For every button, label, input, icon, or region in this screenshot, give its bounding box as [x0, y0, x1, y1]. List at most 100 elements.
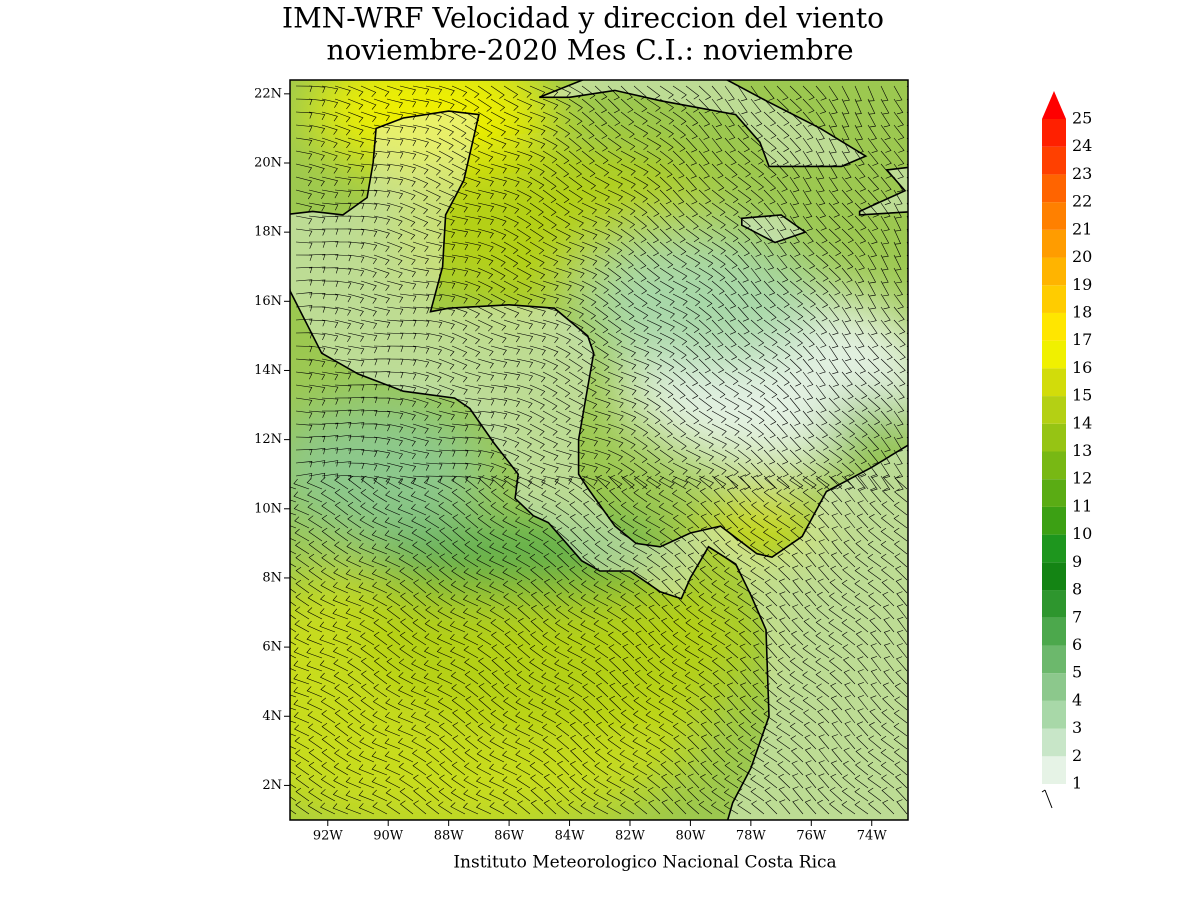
wind-barb: [308, 137, 325, 148]
wind-barb: [880, 124, 891, 140]
wind-barb: [594, 657, 609, 672]
wind-barb: [320, 789, 336, 802]
wind-barb: [698, 254, 714, 268]
wind-barb: [475, 581, 492, 594]
wind-barb: [776, 697, 791, 711]
wind-barb: [503, 254, 519, 268]
wind-barb: [828, 605, 843, 620]
wind-barb: [399, 202, 416, 214]
wind-barb: [633, 683, 648, 698]
wind-barb: [854, 553, 869, 568]
wind-barb: [490, 163, 507, 174]
wind-barb: [423, 685, 440, 698]
wind-barb: [477, 332, 494, 344]
wind-barb: [673, 747, 687, 763]
wind-barb: [530, 800, 544, 815]
wind-barb: [893, 397, 905, 413]
wind-barb: [620, 423, 636, 436]
wind-barb: [568, 319, 584, 332]
wind-barb: [815, 410, 828, 426]
wind-barb: [698, 658, 713, 672]
wind-barb: [659, 228, 673, 244]
wind-barb: [854, 137, 864, 154]
wind-barb: [711, 384, 726, 399]
wind-barb: [568, 241, 585, 253]
wind-barb: [451, 488, 466, 503]
wind-barb: [426, 553, 440, 568]
wind-barb: [451, 696, 466, 711]
wind-barb: [412, 215, 429, 227]
colorbar-label: 13: [1072, 441, 1092, 460]
wind-barb: [555, 514, 570, 529]
wind-barb: [555, 306, 572, 318]
wind-barb: [321, 111, 338, 122]
wind-barb: [478, 709, 492, 724]
wind-barb: [568, 371, 584, 385]
wind-barb: [529, 176, 545, 190]
wind-barb: [568, 410, 585, 423]
wind-barb: [726, 721, 739, 737]
wind-barb: [581, 176, 597, 190]
wind-barb: [633, 332, 650, 345]
wind-barb: [713, 682, 726, 698]
wind-barb: [451, 124, 467, 138]
wind-barb: [438, 423, 456, 433]
wind-barb: [413, 592, 427, 607]
wind-barb: [347, 306, 364, 317]
wind-barb: [451, 775, 466, 789]
wind-barb: [360, 345, 378, 354]
wind-barb: [438, 111, 455, 123]
wind-barb: [646, 670, 661, 685]
wind-barb: [490, 449, 507, 460]
wind-barb: [620, 202, 636, 216]
wind-barb: [411, 645, 427, 659]
wind-barb: [869, 500, 882, 516]
wind-barb: [295, 787, 310, 802]
wind-barb: [464, 462, 482, 471]
wind-barb: [543, 761, 557, 776]
wind-barb: [386, 657, 401, 672]
wind-barb: [776, 515, 791, 529]
wind-barb: [399, 462, 417, 472]
wind-barb: [293, 686, 310, 698]
wind-barb: [789, 397, 801, 413]
wind-barb: [412, 410, 429, 421]
wind-barb: [530, 566, 544, 581]
wind-barb: [399, 567, 414, 581]
wind-barb: [503, 85, 519, 99]
wind-barb: [753, 643, 765, 659]
wind-barb: [503, 163, 520, 174]
colorbar-label: 1: [1072, 774, 1082, 793]
wind-barb: [464, 541, 479, 555]
wind-barb: [464, 137, 480, 151]
wind-barb: [360, 280, 377, 291]
wind-barb: [802, 684, 817, 698]
wind-barb: [490, 631, 505, 646]
wind-barb: [776, 163, 789, 179]
wind-barb: [672, 345, 687, 359]
wind-barb: [334, 98, 351, 110]
wind-barb: [581, 332, 596, 346]
wind-barb: [476, 763, 492, 776]
wind-barb: [883, 656, 895, 672]
wind-barb: [594, 189, 610, 202]
wind-barb: [528, 490, 544, 503]
wind-barb: [724, 567, 739, 581]
wind-barb: [373, 631, 388, 646]
wind-barb: [671, 489, 687, 503]
wind-barb: [646, 476, 661, 490]
wind-barb: [802, 345, 815, 361]
wind-barb: [308, 189, 325, 200]
wind-barb: [737, 150, 751, 165]
wind-barb: [658, 489, 674, 503]
wind-barb: [867, 111, 877, 128]
colorbar-label: 17: [1072, 330, 1092, 349]
wind-barb: [763, 423, 776, 439]
map-frame: [289, 79, 909, 821]
wind-barb: [489, 529, 505, 542]
wind-barb: [698, 358, 711, 374]
wind-barb: [541, 515, 557, 529]
wind-barb: [438, 722, 453, 737]
wind-barb: [711, 449, 727, 462]
wind-barb: [320, 697, 336, 711]
